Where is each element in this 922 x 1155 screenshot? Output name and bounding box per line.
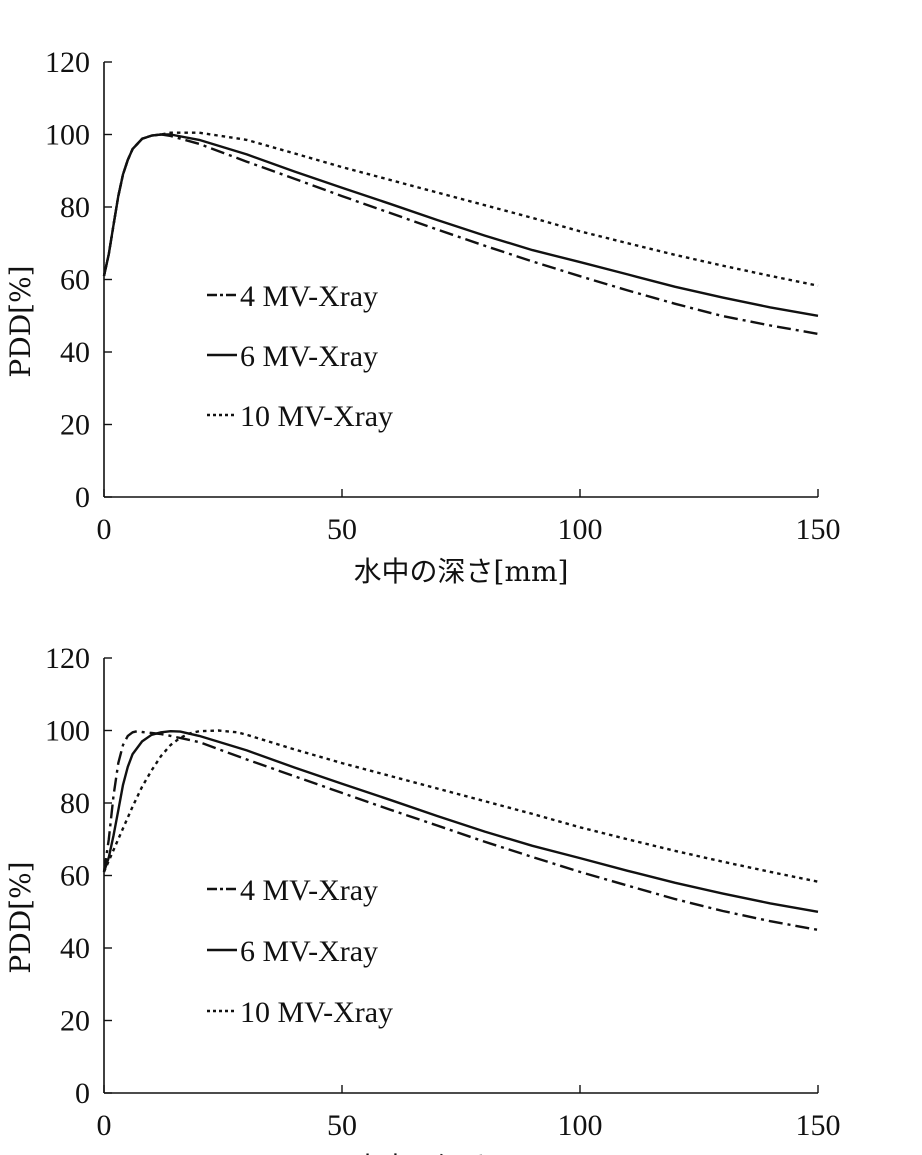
y-tick-label: 120 (45, 642, 90, 675)
legend: 4 MV-Xray 6 MV-Xray 10 MV-Xray (207, 280, 393, 433)
y-tick-label: 80 (60, 787, 90, 820)
series-line-4-mv-xray (102, 133, 819, 336)
legend-label: 10 MV-Xray (240, 996, 393, 1029)
x-tick-label: 50 (327, 1109, 357, 1142)
series-line-4-mv-xray (102, 730, 819, 932)
series-line-6-mv-xray (102, 730, 819, 913)
series-line-6-mv-xray (102, 133, 819, 317)
x-tick-label: 0 (97, 1109, 112, 1142)
y-axis-title: PDD[%] (4, 861, 37, 973)
legend-label: 6 MV-Xray (240, 935, 378, 968)
chart-panel-1: 0 20 40 60 80 100 120 0 50 100 150 水中の深さ[mm] PDD[%] 4… (4, 46, 841, 588)
x-tick-label: 150 (796, 1109, 841, 1142)
series-line-10-mv-xray (102, 131, 819, 287)
x-tick-label: 100 (558, 513, 603, 546)
y-axis-title: PDD[%] (4, 265, 37, 377)
y-tick-label: 40 (60, 336, 90, 369)
y-tick-label: 60 (60, 860, 90, 893)
legend-label: 4 MV-Xray (240, 874, 378, 907)
x-axis-title: 水中の深さ[mm] (354, 555, 569, 588)
y-tick-label: 0 (75, 1077, 90, 1110)
x-tick-label: 150 (796, 513, 841, 546)
y-tick-label: 100 (45, 715, 90, 748)
y-tick-label: 100 (45, 119, 90, 152)
y-tick-label: 20 (60, 409, 90, 442)
legend-label: 6 MV-Xray (240, 340, 378, 373)
x-tick-label: 0 (97, 513, 112, 546)
y-tick-label: 20 (60, 1005, 90, 1038)
y-tick-label: 120 (45, 46, 90, 79)
legend-label: 4 MV-Xray (240, 280, 378, 313)
x-axis-title: 水中の深さ[mm] (354, 1151, 569, 1155)
legend-label: 10 MV-Xray (240, 400, 393, 433)
x-tick-label: 100 (558, 1109, 603, 1142)
series-line-10-mv-xray (102, 729, 819, 883)
x-tick-label: 50 (327, 513, 357, 546)
chart-panel-2: 0 20 40 60 80 100 120 0 50 100 150 水中の深さ[mm] PDD[%] 4… (4, 642, 841, 1155)
y-tick-label: 80 (60, 191, 90, 224)
legend: 4 MV-Xray 6 MV-Xray 10 MV-Xray (207, 874, 393, 1029)
y-tick-label: 0 (75, 481, 90, 514)
y-tick-label: 40 (60, 932, 90, 965)
y-tick-label: 60 (60, 264, 90, 297)
